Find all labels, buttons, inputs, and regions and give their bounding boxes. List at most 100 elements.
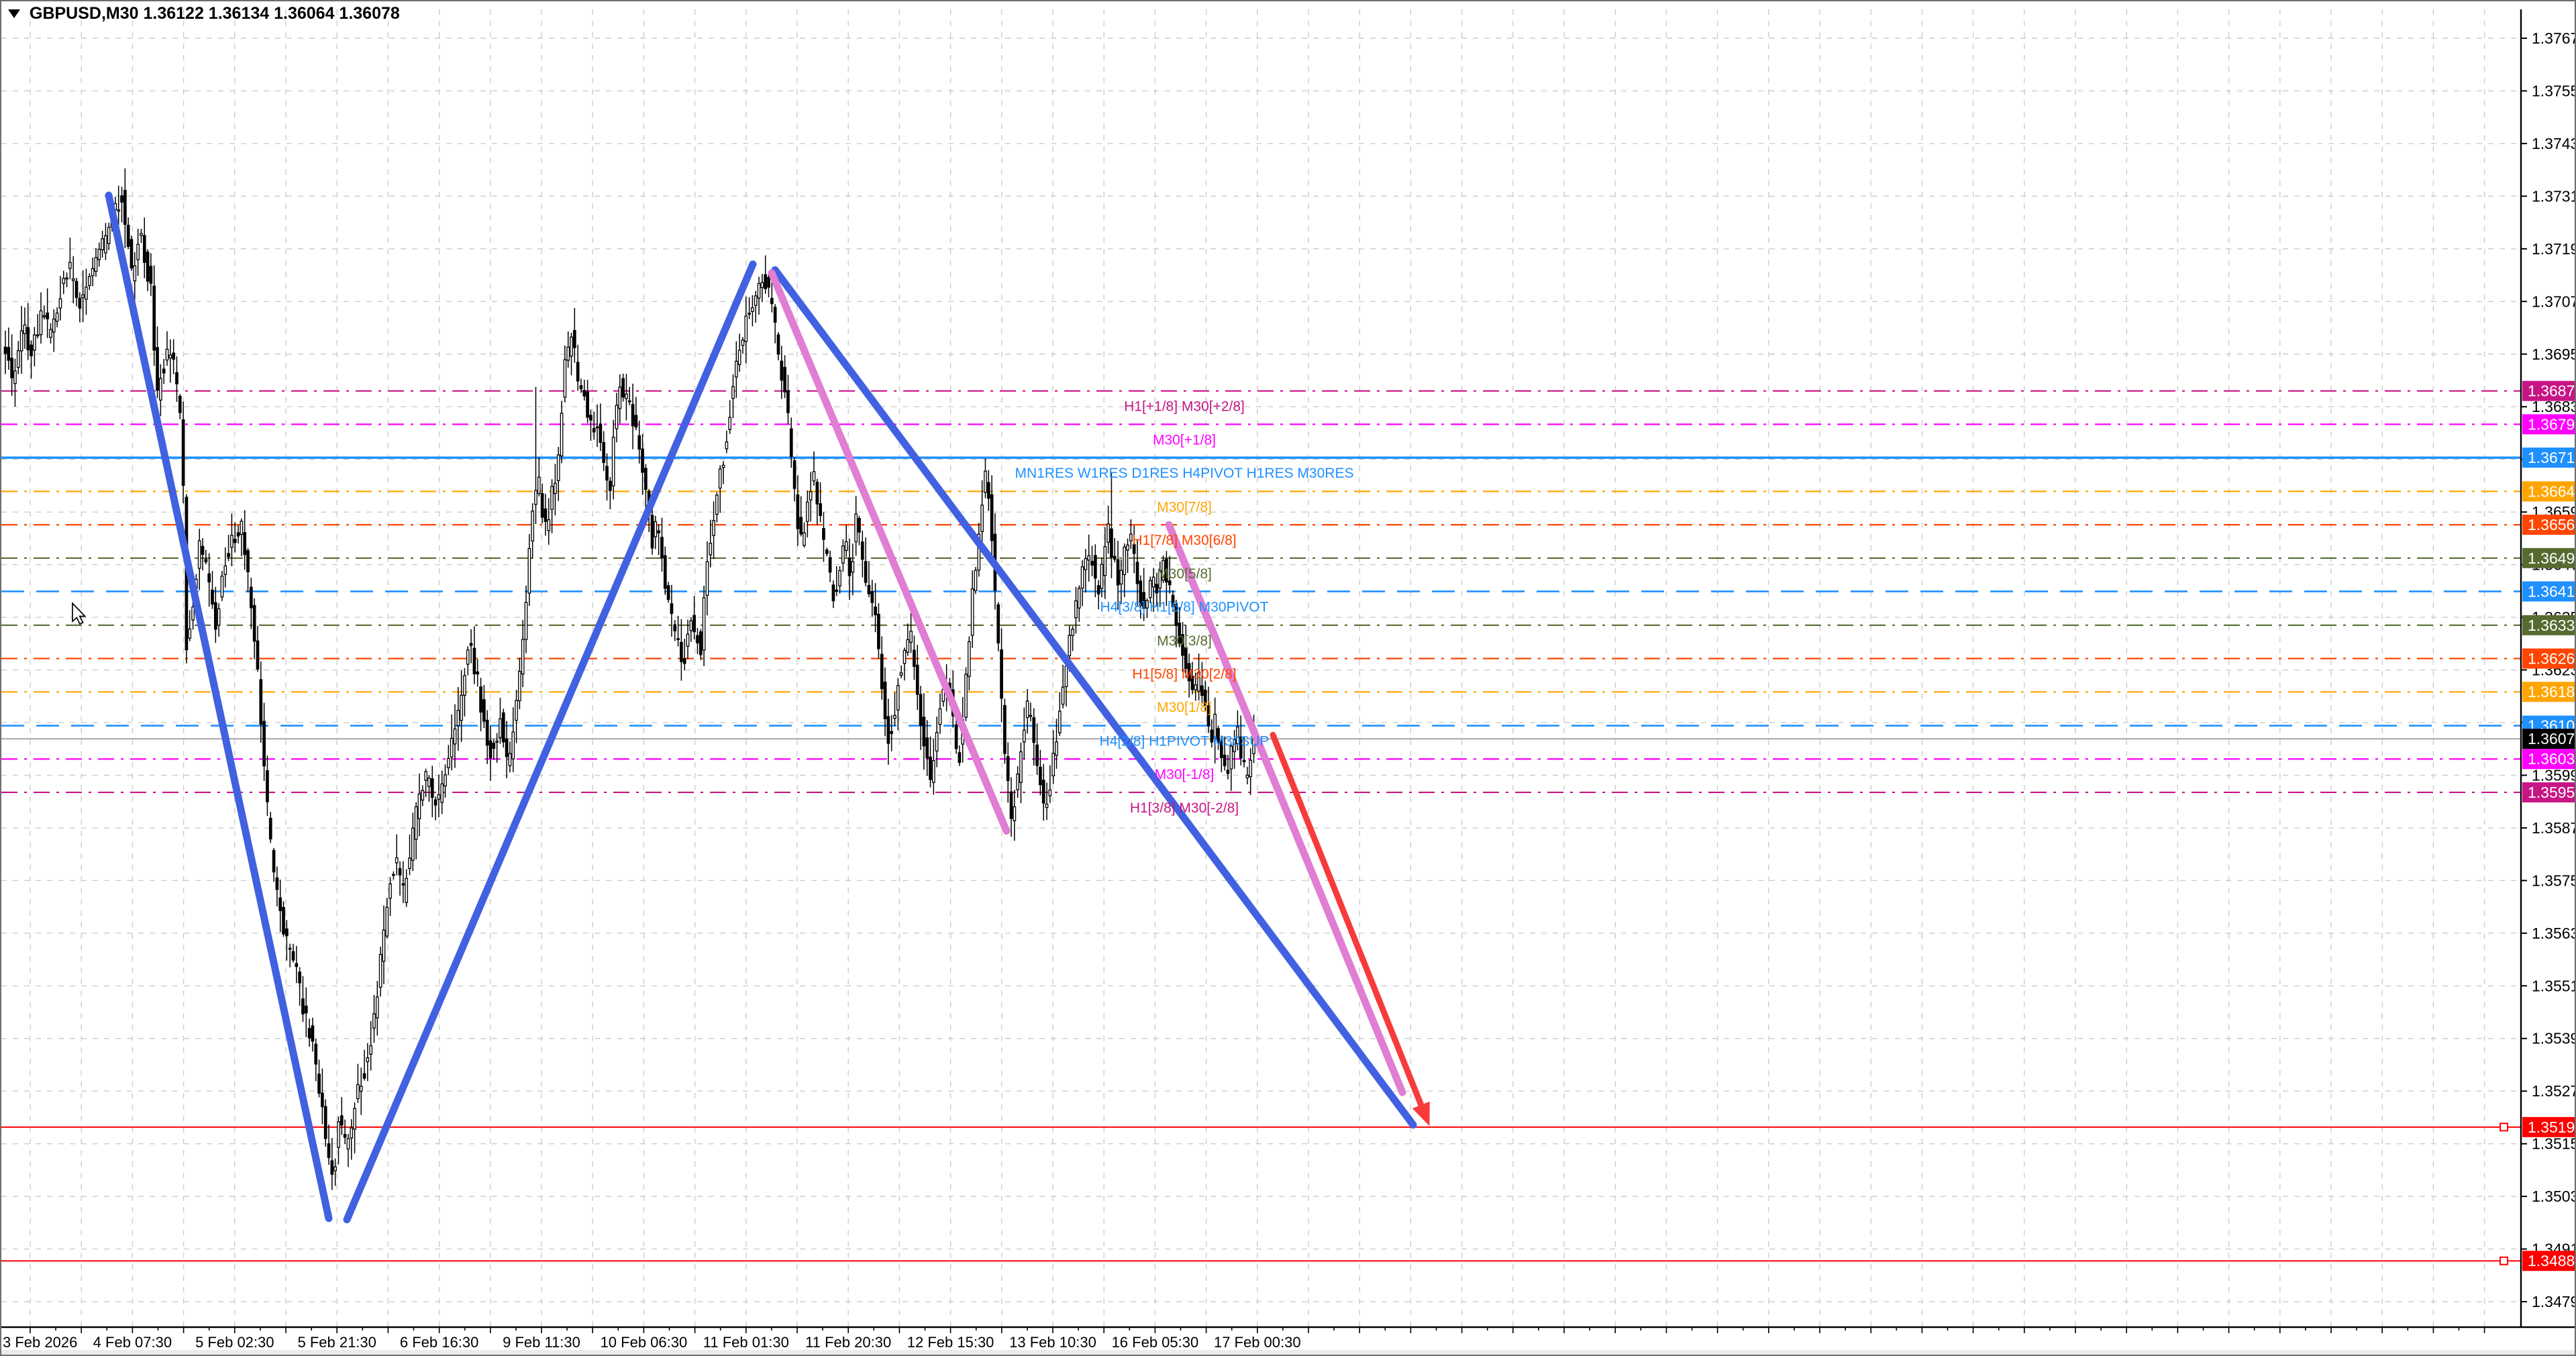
level-price-tag-text: 1.36719 [2528, 449, 2576, 466]
candle-body [974, 570, 978, 592]
candle-body [819, 503, 822, 517]
price-tick-label: 1.35155 [2532, 1135, 2576, 1153]
symbol-dropdown-icon[interactable] [8, 9, 20, 18]
candle-body [531, 511, 535, 541]
candle-body [501, 712, 505, 743]
candle-body [1084, 558, 1088, 570]
candle-body [809, 491, 813, 501]
candle-body [466, 649, 470, 665]
candle-body [1077, 588, 1081, 609]
candle-body [285, 928, 289, 937]
red-projection-arrow[interactable] [1270, 731, 1426, 1112]
candle-body [786, 390, 790, 413]
candle-body [984, 470, 987, 493]
level-price-tag-text: 1.35956 [2528, 784, 2576, 801]
candle-body [1045, 803, 1049, 809]
candle-body [197, 540, 201, 569]
candle-body [692, 615, 697, 633]
trendline-objects[interactable] [105, 191, 1430, 1224]
candle-body [13, 370, 17, 384]
candle-body [1126, 544, 1129, 551]
candle-body [806, 501, 809, 522]
time-tick-label: 4 Feb 07:30 [93, 1334, 172, 1351]
candle-body [996, 604, 1000, 643]
candle-body [405, 878, 409, 903]
candle-body [1178, 623, 1182, 644]
candle-body [1074, 600, 1078, 619]
price-axis[interactable]: 1.37675 1.37555 1.37435 1.37315 1.37195 1.370… [2520, 0, 2576, 1356]
candle-body [913, 649, 916, 667]
candle-body [213, 602, 217, 630]
hline-handle[interactable] [2500, 1123, 2508, 1132]
candle-body [304, 1005, 308, 1014]
candle-body [256, 640, 260, 670]
candle-body [1219, 741, 1223, 758]
trend-arrowhead[interactable] [1412, 1101, 1430, 1127]
horizontal-line-objects[interactable] [1, 738, 2521, 1265]
candle-body [570, 336, 573, 357]
candle-body [1022, 729, 1026, 743]
candle-body [26, 327, 30, 351]
blue-downtrend-1[interactable] [105, 191, 333, 1222]
candle-body [566, 346, 570, 361]
current-price-tag-text: 1.36078 [2528, 730, 2576, 747]
candle-body [1226, 770, 1230, 774]
time-axis[interactable]: 3 Feb 2026 4 Feb 07:30 5 Feb 02:30 5 Feb 21… [0, 1326, 2576, 1356]
level-label: M30[+1/8] [1153, 432, 1216, 448]
candle-body [382, 929, 386, 962]
candle-body [734, 360, 738, 378]
pink-downtrend-2[interactable] [1165, 521, 1406, 1096]
candle-body [136, 244, 140, 260]
price-tick-label: 1.37195 [2532, 240, 2576, 258]
candle-body [705, 561, 709, 596]
candle-body [414, 806, 418, 840]
candle-body [544, 508, 548, 522]
candle-body [618, 386, 622, 409]
pink-downtrend-1[interactable] [768, 269, 1011, 835]
candle-body [275, 877, 279, 890]
candle-body [295, 963, 299, 968]
candle-body [437, 794, 441, 800]
candle-body [175, 372, 178, 384]
candle-body [39, 310, 43, 335]
candle-body [919, 694, 923, 726]
candle-body [181, 419, 185, 486]
candle-body [838, 570, 841, 586]
candle-body [682, 658, 686, 664]
blue-downtrend-2[interactable] [771, 266, 1417, 1129]
candle-body [1039, 766, 1042, 786]
candle-body [268, 817, 272, 840]
candle-body [240, 521, 244, 535]
candle-body [977, 533, 981, 571]
level-label: H4[3/8] H1[6/8] M30PIVOT [1100, 599, 1269, 615]
candle-body [385, 906, 389, 937]
price-tick-label: 1.37555 [2532, 82, 2576, 99]
candle-body [641, 448, 644, 473]
mouse-cursor-icon [72, 601, 87, 625]
candle-body [243, 532, 247, 556]
candle-body [748, 313, 751, 315]
candle-body [162, 368, 166, 374]
candle-body [211, 589, 214, 605]
candle-body [52, 318, 56, 333]
candle-body [311, 1025, 315, 1042]
candle-body [1068, 635, 1072, 657]
candle-body [1187, 663, 1191, 682]
candle-body [586, 391, 589, 418]
candle-body [515, 700, 518, 721]
candle-body [1158, 570, 1162, 589]
candle-body [505, 738, 509, 758]
blue-uptrend[interactable] [343, 260, 757, 1224]
time-tick-label: 5 Feb 21:30 [297, 1334, 376, 1351]
candle-body [1165, 558, 1168, 583]
level-price-tag-text: 1.36337 [2528, 617, 2576, 634]
candle-body [1061, 686, 1065, 705]
candle-body [156, 347, 159, 391]
hline-handle[interactable] [2500, 1256, 2508, 1265]
candle-body [278, 897, 282, 911]
candle-body [217, 608, 221, 626]
candle-body [207, 573, 211, 582]
candle-body [1194, 684, 1198, 690]
candle-body [236, 532, 240, 537]
